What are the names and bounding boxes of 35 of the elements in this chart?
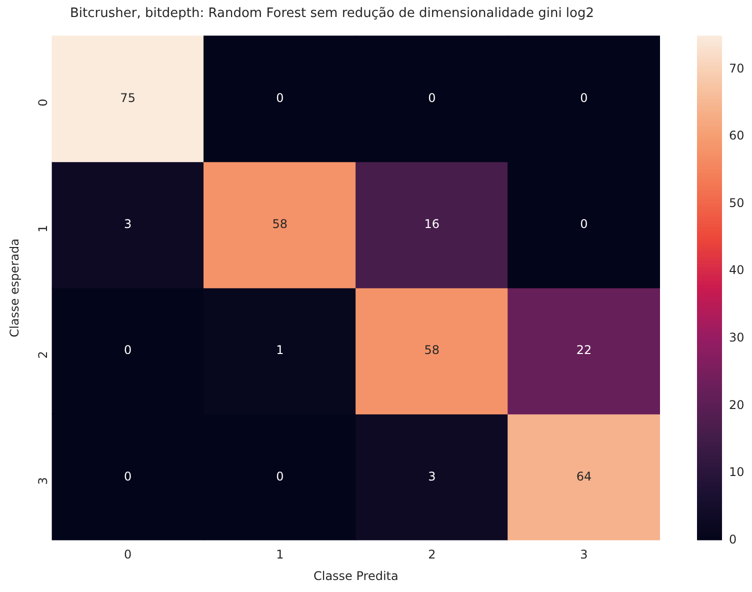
- data-label: 0: [580, 90, 588, 105]
- color-bar-label: 60: [729, 128, 744, 143]
- color-bar-label: 10: [729, 465, 744, 480]
- y-tick-label: 3: [36, 477, 50, 485]
- data-label: 1: [276, 343, 284, 358]
- data-label: 0: [276, 469, 284, 484]
- color-bar-label: 0: [729, 532, 737, 546]
- color-bar-label: 50: [729, 196, 744, 210]
- data-label: 22: [576, 343, 592, 358]
- data-label: 58: [272, 216, 288, 231]
- color-bar-label: 30: [729, 330, 744, 344]
- data-label: 0: [276, 90, 284, 105]
- color-bar-label: 20: [729, 398, 744, 412]
- chart-title: Bitcrusher, bitdepth: Random Forest sem redução de dimensionalidade gini log2: [70, 6, 594, 22]
- x-axis-title: Classe Predita: [313, 568, 398, 583]
- x-tick-label: 3: [580, 548, 588, 562]
- data-label: 75: [120, 90, 136, 105]
- data-label: 3: [124, 216, 132, 231]
- data-label: 0: [124, 469, 132, 484]
- x-tick-label: 2: [428, 548, 436, 562]
- data-label: 0: [124, 343, 132, 358]
- data-label: 64: [576, 469, 592, 484]
- data-label: 16: [424, 216, 440, 231]
- data-label: 58: [424, 343, 440, 358]
- color-bar-label: 40: [729, 263, 744, 278]
- y-axis-title: Classe esperada: [7, 238, 22, 338]
- y-tick-label: 1: [36, 224, 50, 232]
- data-label: 0: [580, 216, 588, 231]
- data-label: 3: [428, 469, 436, 484]
- color-bar-label: 70: [729, 61, 744, 76]
- data-label: 0: [428, 90, 436, 105]
- y-tick-label: 2: [36, 350, 50, 359]
- y-tick-label: 0: [36, 98, 50, 106]
- x-tick-label: 0: [124, 548, 132, 562]
- x-tick-label: 1: [276, 548, 284, 562]
